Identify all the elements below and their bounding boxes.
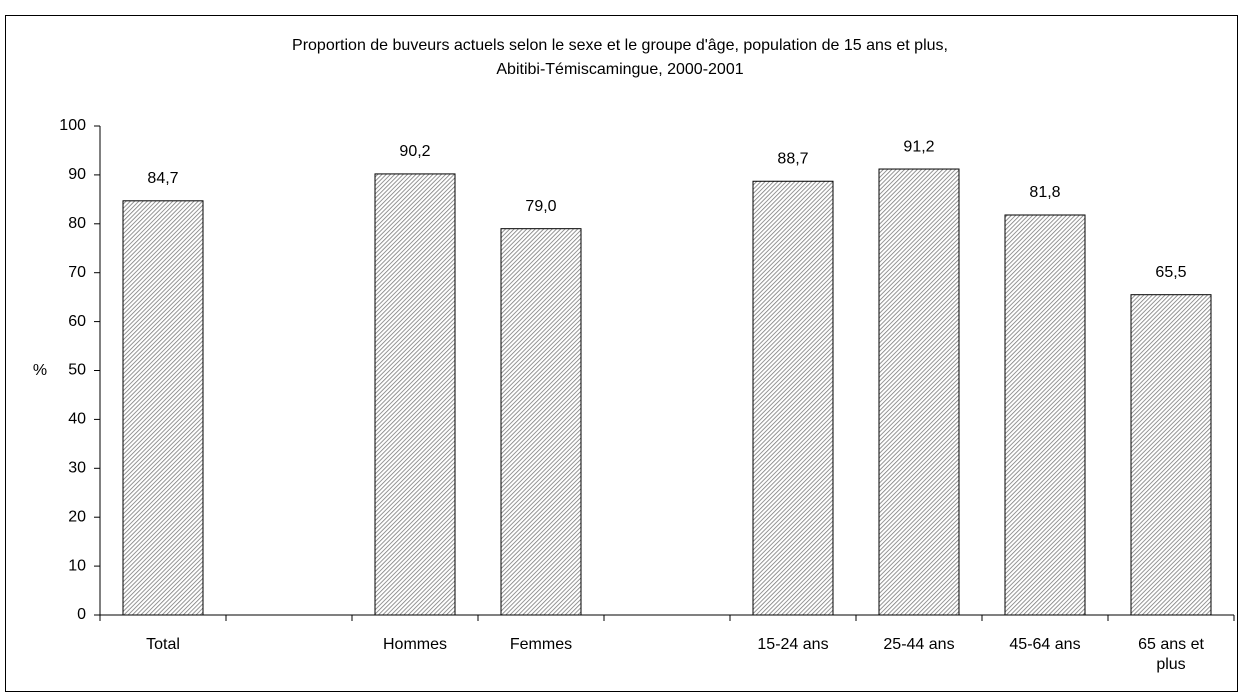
value-label: 79,0 xyxy=(525,198,556,215)
bar xyxy=(878,168,960,616)
y-tick-label: 30 xyxy=(68,460,86,477)
bar xyxy=(752,180,834,616)
y-tick-label: 100 xyxy=(59,117,86,134)
x-tick-label: 65 ans et plus xyxy=(1138,636,1204,673)
y-tick-label: 20 xyxy=(68,508,86,525)
x-tick-label: 45-64 ans xyxy=(1009,636,1081,653)
bar xyxy=(374,173,456,616)
y-tick-label: 60 xyxy=(68,313,86,330)
value-label: 81,8 xyxy=(1029,184,1060,201)
x-tick-label: 25-44 ans xyxy=(883,636,955,653)
y-tick-label: 40 xyxy=(68,411,86,428)
bar xyxy=(1004,214,1086,616)
value-label: 90,2 xyxy=(399,143,430,160)
y-tick-label: 10 xyxy=(68,557,86,574)
x-tick-label: 15-24 ans xyxy=(757,636,829,653)
value-label: 88,7 xyxy=(777,150,808,167)
chart-title: Abitibi-Témiscamingue, 2000-2001 xyxy=(496,61,743,78)
y-tick-label: 90 xyxy=(68,166,86,183)
x-tick-label: Total xyxy=(146,636,180,653)
chart-title: Proportion de buveurs actuels selon le s… xyxy=(292,37,948,54)
y-tick-label: 50 xyxy=(68,362,86,379)
bar xyxy=(122,200,204,616)
value-label: 65,5 xyxy=(1155,264,1186,281)
y-axis-label: % xyxy=(33,362,47,379)
bar xyxy=(500,228,582,616)
x-tick-label: Femmes xyxy=(509,636,573,653)
y-tick-label: 0 xyxy=(77,606,86,623)
y-tick-label: 80 xyxy=(68,215,86,232)
chart-frame xyxy=(5,15,1238,692)
y-tick-label: 70 xyxy=(68,264,86,281)
x-tick-label: Hommes xyxy=(382,636,447,653)
bar xyxy=(1130,294,1212,616)
value-label: 91,2 xyxy=(903,138,934,155)
value-label: 84,7 xyxy=(147,170,178,187)
